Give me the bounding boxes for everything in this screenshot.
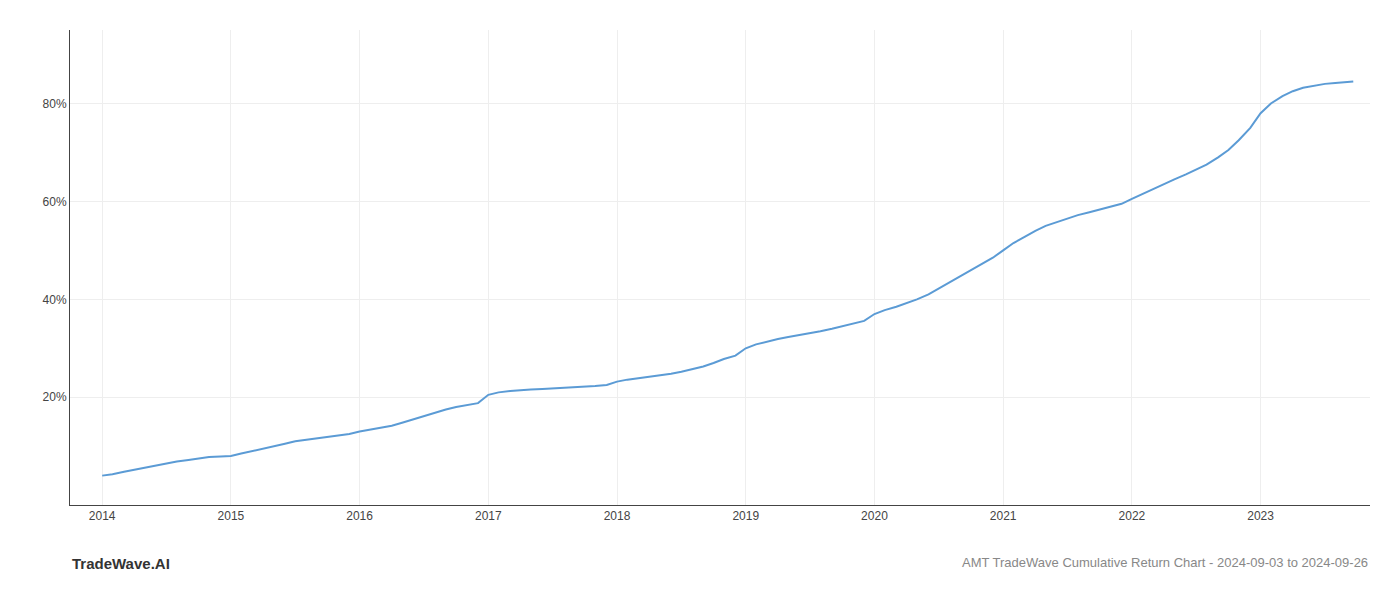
svg-text:40%: 40% xyxy=(43,293,67,307)
svg-text:2022: 2022 xyxy=(1119,509,1146,523)
svg-text:2023: 2023 xyxy=(1247,509,1274,523)
svg-text:60%: 60% xyxy=(43,195,67,209)
svg-text:2019: 2019 xyxy=(732,509,759,523)
svg-text:AMT TradeWave Cumulative Retur: AMT TradeWave Cumulative Return Chart - … xyxy=(962,555,1368,570)
svg-text:TradeWave.AI: TradeWave.AI xyxy=(72,555,170,572)
svg-text:2017: 2017 xyxy=(475,509,502,523)
svg-text:2016: 2016 xyxy=(346,509,373,523)
svg-text:2014: 2014 xyxy=(89,509,116,523)
svg-text:2020: 2020 xyxy=(861,509,888,523)
svg-text:2015: 2015 xyxy=(218,509,245,523)
svg-text:20%: 20% xyxy=(43,390,67,404)
svg-text:2018: 2018 xyxy=(604,509,631,523)
svg-text:80%: 80% xyxy=(43,97,67,111)
svg-text:2021: 2021 xyxy=(990,509,1017,523)
